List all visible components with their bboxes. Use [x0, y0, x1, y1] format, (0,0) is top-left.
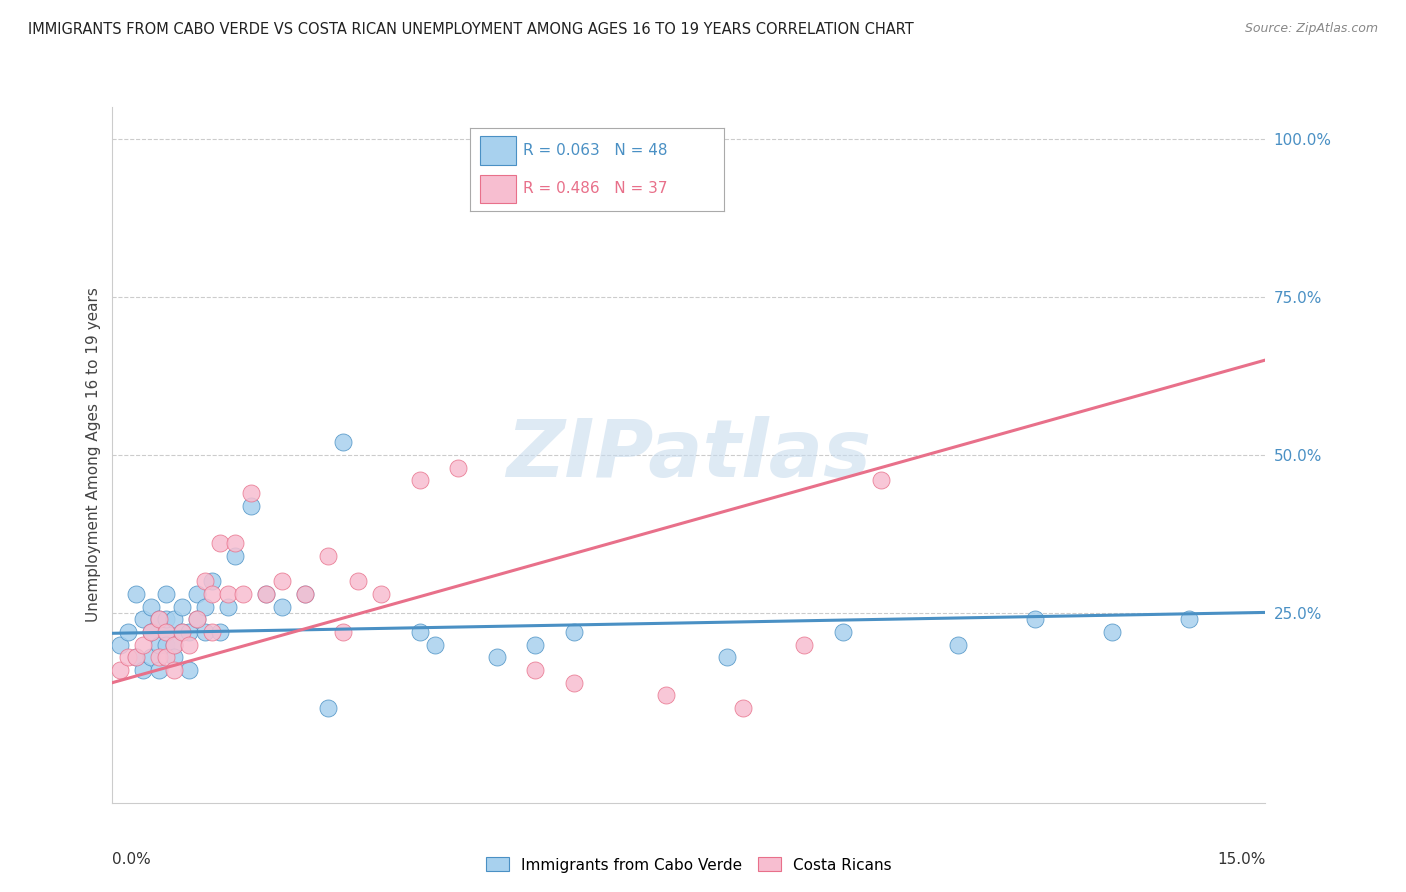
Point — [294, 587, 316, 601]
Point — [370, 587, 392, 601]
Point — [270, 574, 292, 589]
Point — [870, 473, 893, 487]
Point — [409, 625, 432, 640]
Point — [124, 650, 146, 665]
Point — [186, 612, 208, 626]
Point — [524, 638, 547, 652]
Legend: Immigrants from Cabo Verde, Costa Ricans: Immigrants from Cabo Verde, Costa Ricans — [481, 851, 897, 879]
Text: ZIPatlas: ZIPatlas — [506, 416, 872, 494]
Text: 15.0%: 15.0% — [1218, 852, 1265, 866]
Point — [124, 650, 146, 665]
Point — [148, 612, 170, 626]
Point — [201, 587, 224, 601]
Point — [425, 638, 447, 652]
Point — [179, 638, 201, 652]
Point — [132, 663, 155, 677]
Point — [148, 638, 170, 652]
Bar — [479, 136, 516, 165]
Point — [170, 625, 193, 640]
Point — [562, 675, 585, 690]
Point — [132, 638, 155, 652]
Point — [139, 599, 162, 614]
Point — [148, 663, 170, 677]
Point — [239, 499, 262, 513]
Point — [163, 650, 186, 665]
Point — [163, 638, 186, 652]
Point — [194, 625, 217, 640]
Point — [155, 625, 177, 640]
Point — [201, 625, 224, 640]
Point — [409, 473, 432, 487]
Point — [209, 536, 232, 550]
Point — [217, 599, 239, 614]
Point — [117, 625, 139, 640]
Point — [170, 625, 193, 640]
Point — [332, 435, 354, 450]
Point — [201, 574, 224, 589]
Point — [155, 625, 177, 640]
Bar — [479, 175, 516, 203]
Point — [179, 625, 201, 640]
Point — [946, 638, 969, 652]
Point — [239, 486, 262, 500]
Point — [294, 587, 316, 601]
Point — [209, 625, 232, 640]
Point — [793, 638, 815, 652]
Point — [232, 587, 254, 601]
Point — [148, 650, 170, 665]
Point — [124, 587, 146, 601]
Point — [562, 625, 585, 640]
Point — [447, 460, 470, 475]
Point — [347, 574, 370, 589]
Point — [155, 587, 177, 601]
Text: R = 0.063   N = 48: R = 0.063 N = 48 — [523, 143, 668, 158]
Point — [254, 587, 277, 601]
Point — [163, 612, 186, 626]
Text: R = 0.486   N = 37: R = 0.486 N = 37 — [523, 181, 668, 196]
Point — [485, 650, 508, 665]
Point — [217, 587, 239, 601]
Point — [316, 549, 339, 563]
Point — [163, 663, 186, 677]
Point — [139, 650, 162, 665]
Point — [139, 625, 162, 640]
Point — [132, 612, 155, 626]
Text: IMMIGRANTS FROM CABO VERDE VS COSTA RICAN UNEMPLOYMENT AMONG AGES 16 TO 19 YEARS: IMMIGRANTS FROM CABO VERDE VS COSTA RICA… — [28, 22, 914, 37]
Point — [155, 612, 177, 626]
Point — [655, 688, 678, 702]
Point — [179, 663, 201, 677]
Point — [108, 638, 131, 652]
Point — [170, 599, 193, 614]
Text: Source: ZipAtlas.com: Source: ZipAtlas.com — [1244, 22, 1378, 36]
Point — [224, 536, 246, 550]
Point — [139, 625, 162, 640]
Point — [316, 701, 339, 715]
Point — [194, 599, 217, 614]
Point — [1101, 625, 1123, 640]
Point — [332, 625, 354, 640]
Text: 0.0%: 0.0% — [112, 852, 152, 866]
Point — [155, 650, 177, 665]
Point — [148, 612, 170, 626]
Point — [108, 663, 131, 677]
Point — [524, 663, 547, 677]
Point — [163, 638, 186, 652]
Point — [155, 638, 177, 652]
Point — [270, 599, 292, 614]
Point — [186, 587, 208, 601]
Point — [716, 650, 738, 665]
Point — [1177, 612, 1199, 626]
Point — [831, 625, 853, 640]
Point — [194, 574, 217, 589]
Point — [254, 587, 277, 601]
Point — [1024, 612, 1046, 626]
Point — [117, 650, 139, 665]
Point — [224, 549, 246, 563]
Point — [186, 612, 208, 626]
Point — [731, 701, 754, 715]
Y-axis label: Unemployment Among Ages 16 to 19 years: Unemployment Among Ages 16 to 19 years — [86, 287, 101, 623]
